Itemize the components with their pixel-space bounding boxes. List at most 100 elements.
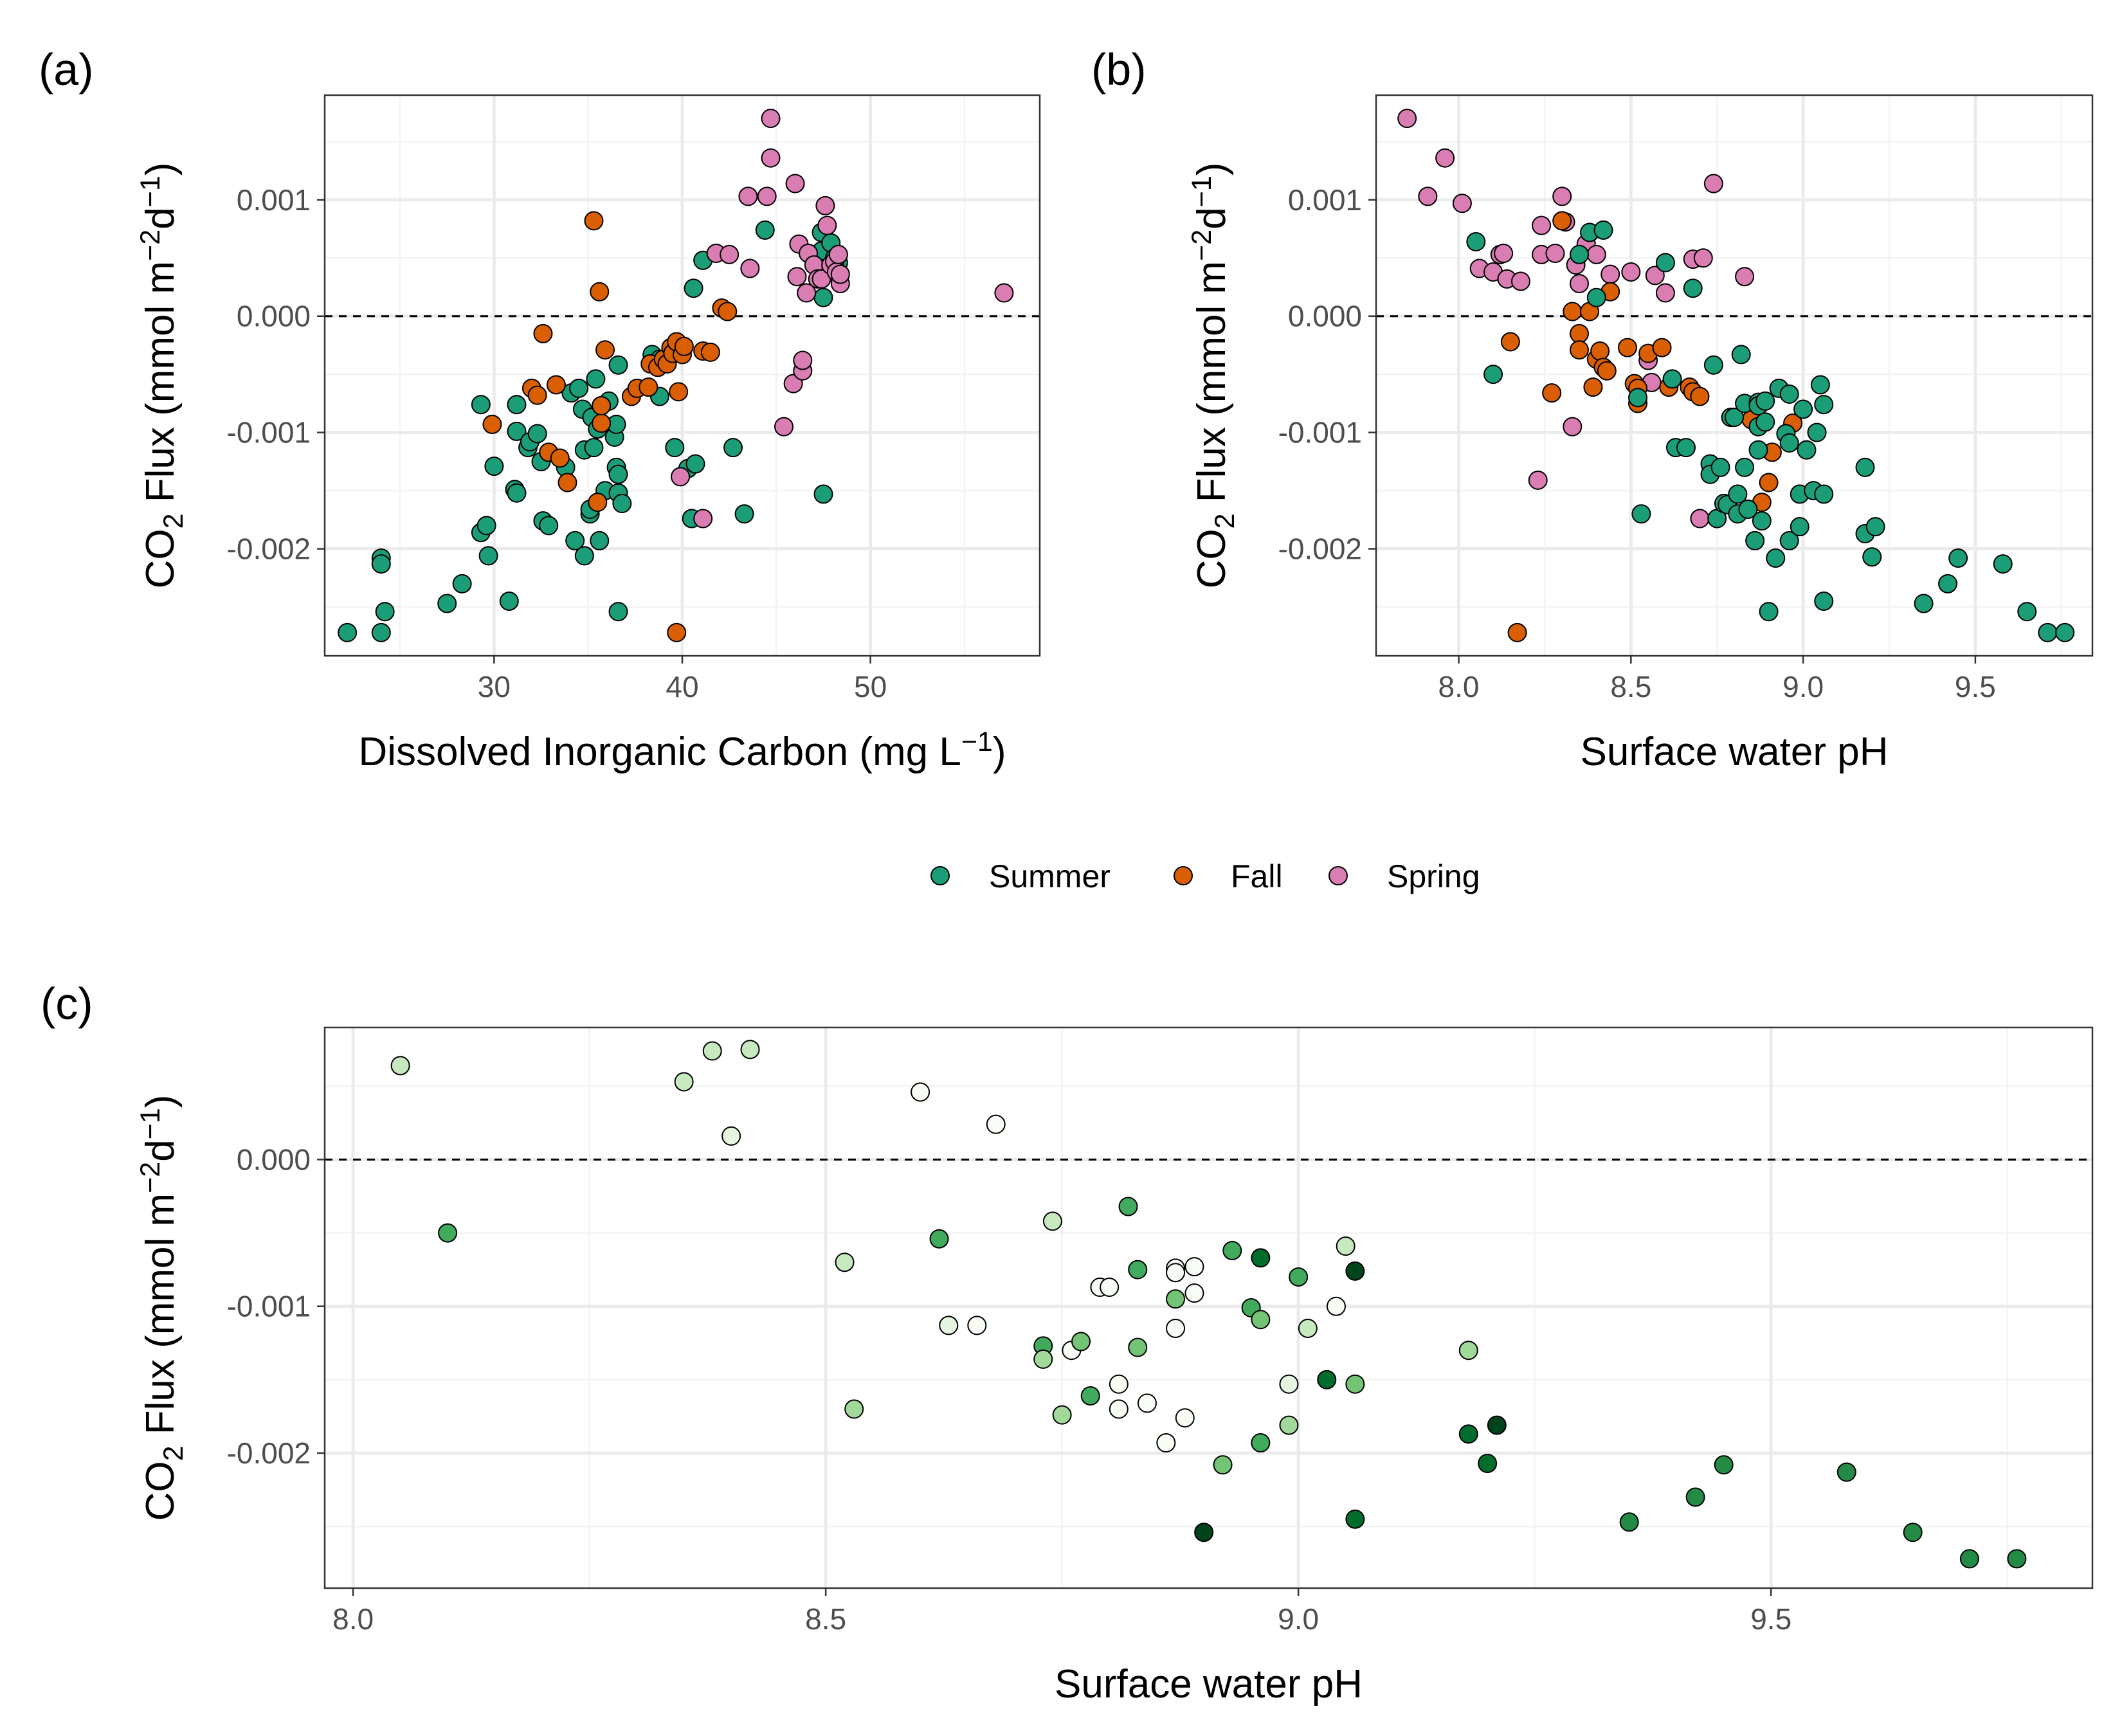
panel-c-point (1326, 1296, 1346, 1316)
panel-b-point-spring (1735, 267, 1755, 287)
panel-c-y-tick-label: -0.002 (227, 1436, 311, 1470)
panel-c-point (835, 1252, 855, 1272)
panel-a-x-tick-label: 30 (478, 670, 511, 703)
panel-a-point-fall (584, 211, 604, 231)
panel-c-point (1289, 1267, 1309, 1287)
panel-c-point (390, 1056, 410, 1076)
panel-b-point-summer (1569, 244, 1589, 264)
panel-c: 8.0 8.5 9.0 9.5 -0.002 -0.001 0.000 Surface wat… (41, 979, 2094, 1706)
panel-a-point-spring (757, 186, 777, 206)
panel-b-point-fall (1597, 361, 1617, 381)
panel-c-point (1109, 1399, 1129, 1419)
panel-a-point-summer (371, 554, 391, 574)
panel-c-x-tick-label: 9.5 (1750, 1602, 1791, 1636)
panel-b-point-spring (1703, 174, 1723, 194)
panel-c-point (740, 1040, 760, 1060)
panel-c-point (1213, 1455, 1233, 1475)
panel-a-point-summer (437, 593, 457, 613)
panel-c-point (1184, 1283, 1204, 1303)
panel-b-x-tick-label: 9.0 (1782, 670, 1824, 703)
panel-b-point-spring (1452, 194, 1472, 213)
panel-c-point (702, 1041, 722, 1061)
panel-b-point-summer (1683, 278, 1703, 298)
panel-c-x-axis-title: Surface water pH (1055, 1662, 1363, 1706)
panel-c-point (1619, 1512, 1639, 1532)
panel-b-point-spring (1552, 186, 1572, 206)
panel-b-point-spring (1418, 186, 1438, 206)
panel-a-point-fall (527, 385, 547, 405)
panel-b-point-summer (1593, 220, 1613, 240)
panel-b-point-summer (1738, 500, 1758, 520)
panel-b-point-summer (1948, 548, 1968, 568)
legend-label-summer: Summer (989, 858, 1111, 894)
panel-b-point-spring (1532, 215, 1552, 235)
panel-c-point (1080, 1386, 1100, 1406)
panel-a-point-summer (507, 421, 527, 441)
panel-a-y-tick-label: -0.001 (227, 416, 311, 449)
panel-a-point-summer (371, 622, 391, 642)
panel-a-y-tick-label: 0.000 (237, 300, 311, 333)
panel-a-point-spring (785, 174, 805, 194)
panel-b-point-summer (1865, 517, 1885, 537)
panel-a-point-fall (546, 375, 566, 395)
panel-b-point-fall (1552, 211, 1572, 231)
panel-a-point-spring (815, 195, 835, 215)
panel-c-point (1903, 1523, 1923, 1542)
panel-c-point (911, 1082, 930, 1102)
panel-a-point-fall (550, 448, 570, 468)
panel-b-point-summer (2017, 602, 2037, 622)
panel-b-point-summer (1748, 440, 1768, 460)
panel-b-point-summer (1703, 355, 1723, 375)
legend: Summer Fall Spring (930, 858, 1480, 894)
panel-c-point (2007, 1549, 2027, 1569)
panel-c-y-axis-title: CO2 Flux (mmol m−2d−1) (135, 1095, 189, 1521)
panel-a-point-fall (482, 414, 502, 434)
panel-a-point-fall (718, 302, 738, 321)
panel-a-point-fall (639, 377, 658, 397)
panel-a-point-summer (338, 622, 358, 642)
panel-b-y-tick-label: -0.002 (1278, 532, 1362, 566)
panel-a-point-spring (830, 264, 850, 284)
panel-c-point (721, 1126, 741, 1146)
panel-c-point (1128, 1260, 1148, 1279)
panel-b: 8.0 8.5 9.0 9.5 -0.002 -0.001 0.000 0.001 Surfac… (1091, 44, 2094, 774)
panel-c-point (1042, 1211, 1062, 1231)
panel-c-point (1298, 1318, 1318, 1338)
panel-c-point (986, 1114, 1006, 1134)
panel-a-point-fall (533, 323, 553, 343)
panel-b-point-spring (1494, 244, 1514, 264)
panel-b-point-summer (1779, 433, 1799, 453)
panel-a-point-summer (471, 395, 491, 415)
panel-b-x-tick-label: 9.5 (1955, 670, 1996, 703)
panel-c-point (1184, 1257, 1204, 1277)
panel-a-point-summer (565, 530, 585, 550)
panel-c-point (1714, 1455, 1734, 1475)
panel-b-point-summer (1466, 231, 1486, 251)
panel-a-point-spring (693, 509, 713, 529)
panel-a-point-summer (586, 369, 606, 389)
panel-a-point-spring (720, 244, 739, 264)
panel-c-point (1100, 1278, 1120, 1297)
panel-b-point-summer (1755, 391, 1775, 411)
panel-a-point-fall (667, 622, 687, 642)
panel-a: 30 40 50 -0.002 -0.001 0.000 0.001 Dissolved In… (39, 44, 1041, 774)
panel-a-point-summer (507, 395, 527, 415)
panel-b-label: (b) (1091, 44, 1147, 95)
panel-c-point (1175, 1408, 1195, 1428)
panel-a-x-tick-label: 40 (666, 670, 698, 703)
panel-b-y-tick-label: 0.001 (1288, 183, 1362, 217)
panel-a-point-summer (484, 457, 504, 476)
panel-b-point-spring (1655, 283, 1675, 303)
panel-a-point-summer (685, 454, 705, 474)
panel-a-point-spring (994, 283, 1014, 303)
panel-a-point-summer (612, 494, 632, 514)
panel-b-point-spring (1690, 509, 1710, 529)
panel-b-x-axis-title: Surface water pH (1581, 730, 1889, 774)
panel-b-point-spring (1435, 148, 1455, 168)
panel-c-label: (c) (41, 979, 93, 1029)
panel-c-point (1137, 1393, 1157, 1413)
panel-b-point-summer (1655, 253, 1675, 273)
panel-c-point (1033, 1349, 1053, 1369)
panel-b-point-summer (1790, 517, 1809, 537)
panel-a-point-summer (539, 516, 559, 536)
